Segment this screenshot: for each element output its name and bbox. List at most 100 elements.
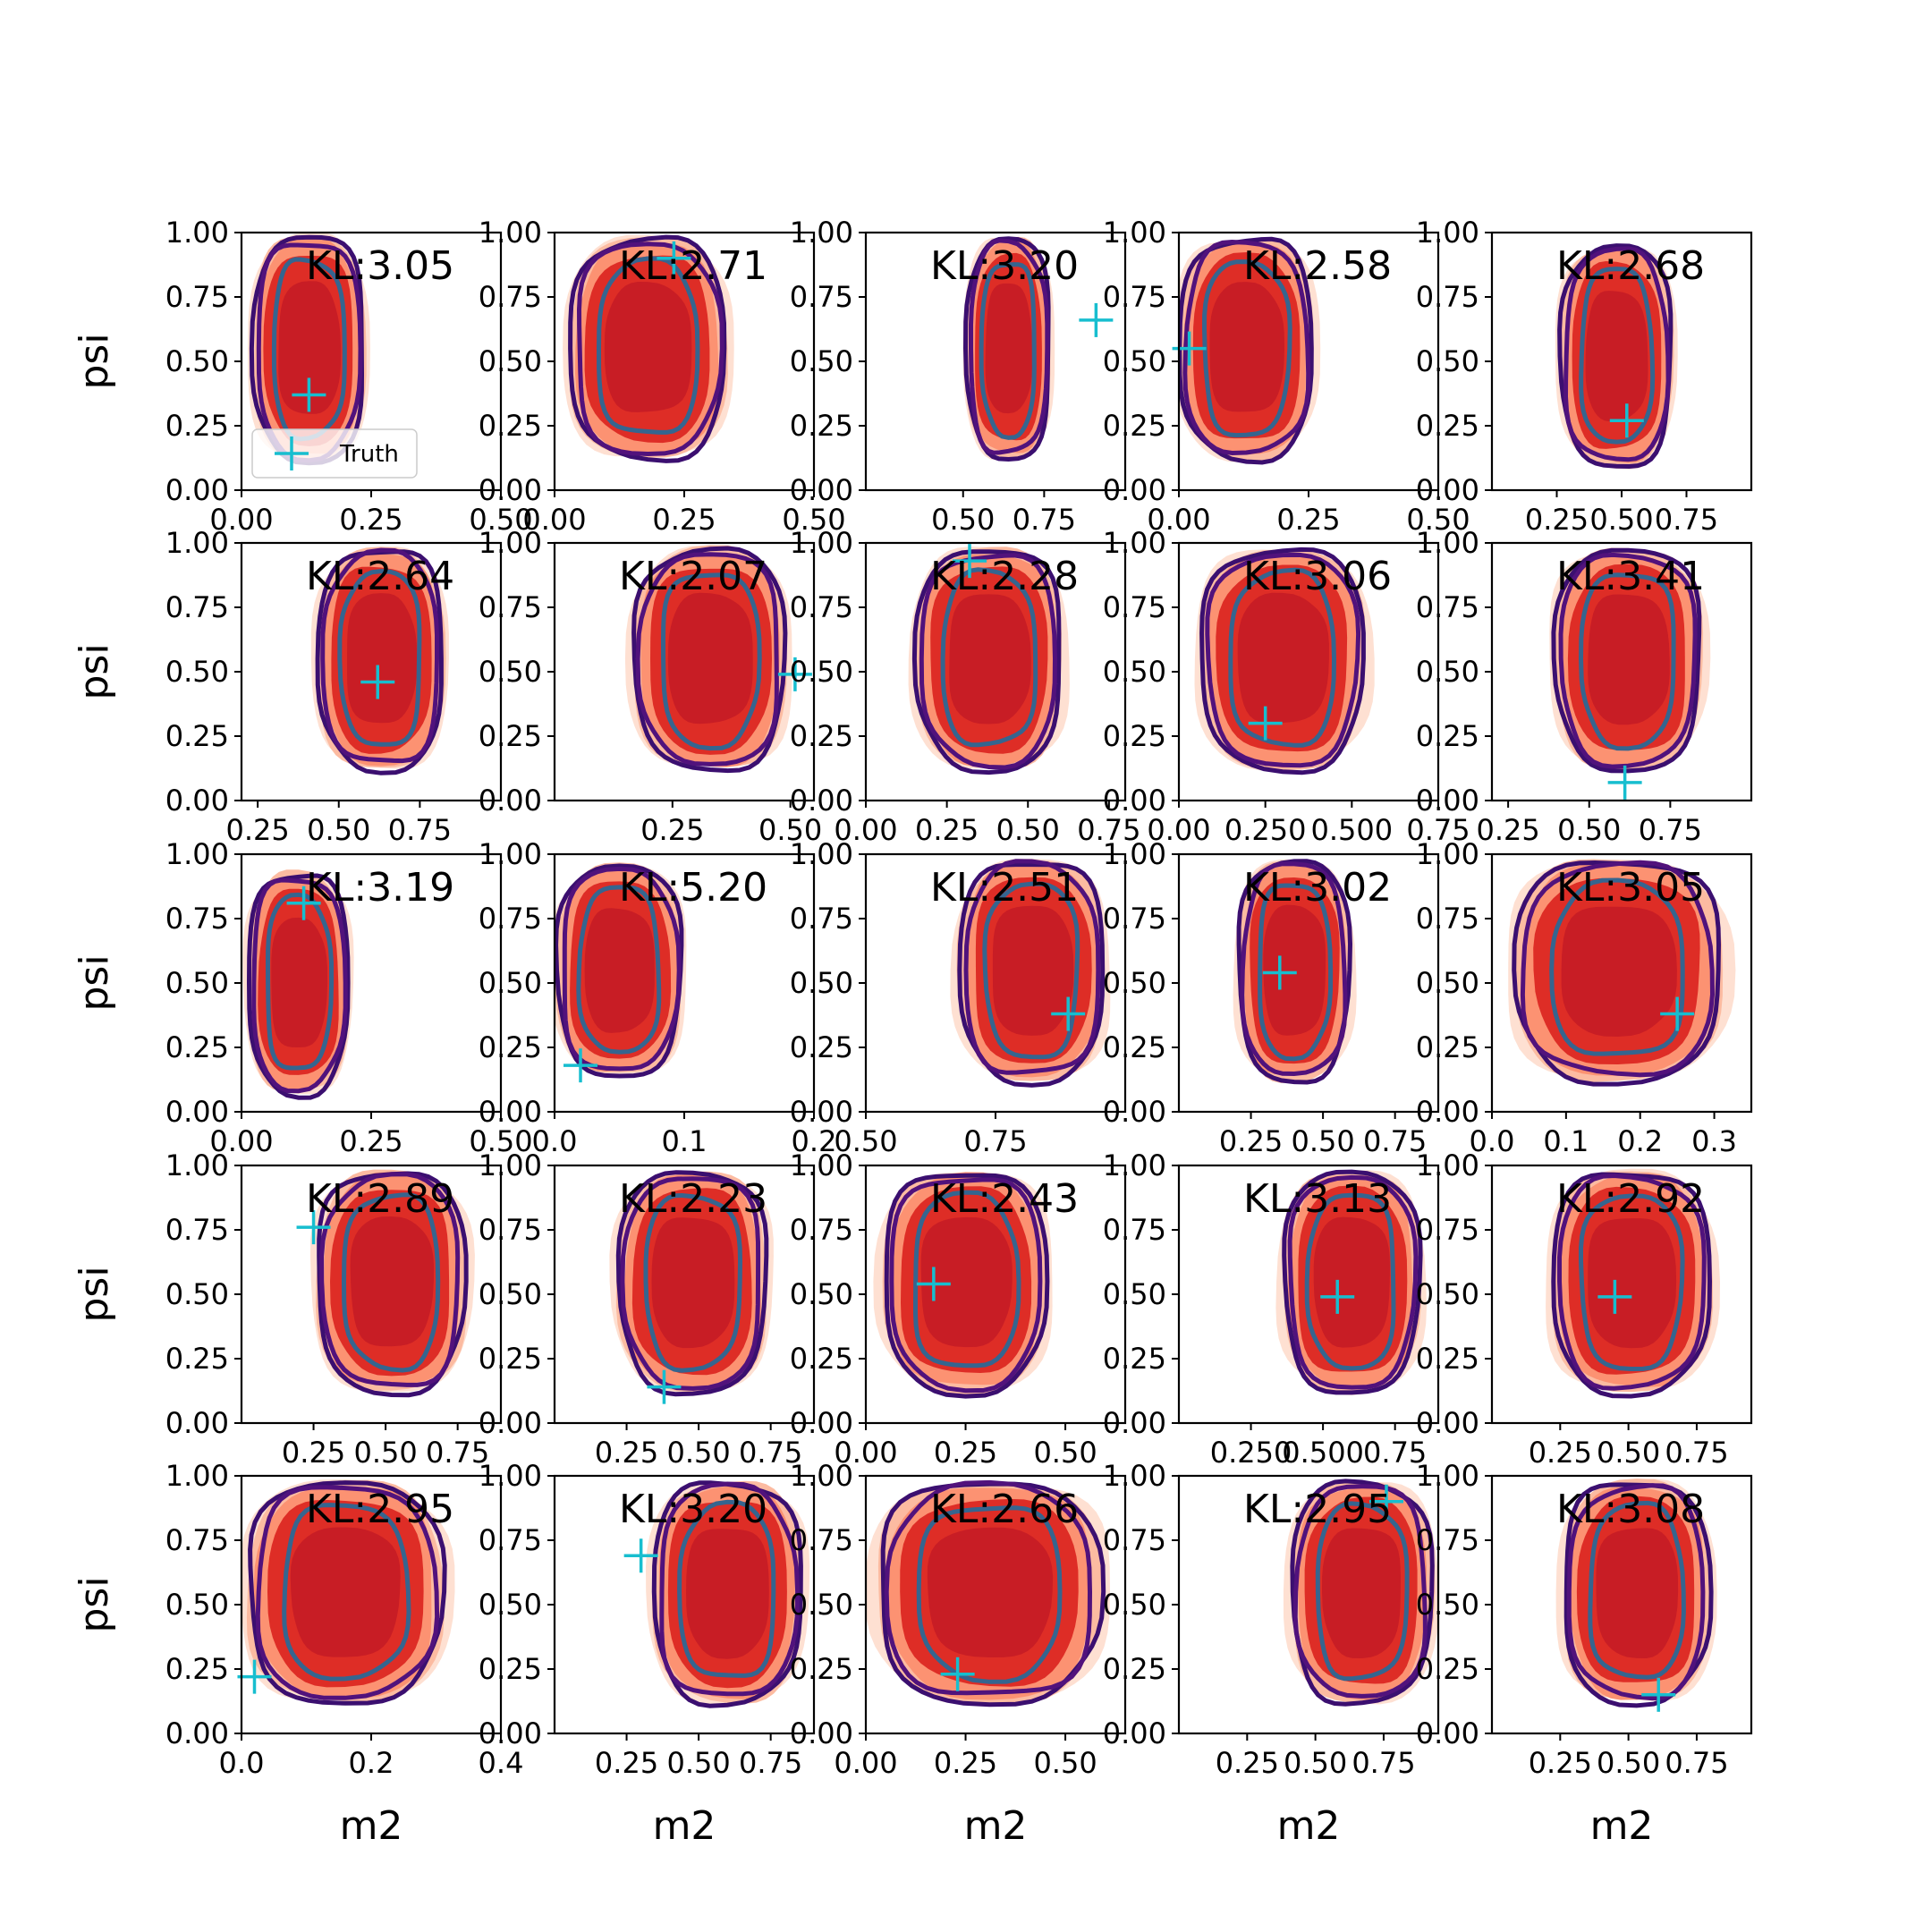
outer-contour xyxy=(315,549,444,775)
y-tick-label: 1.00 xyxy=(479,1459,542,1493)
y-tick-label: 1.00 xyxy=(1103,216,1166,250)
middle-contour xyxy=(919,553,1058,770)
density-layer xyxy=(1555,1479,1717,1708)
y-tick-label: 0.25 xyxy=(790,1030,853,1064)
y-tick-label: 0.50 xyxy=(479,655,542,689)
density-layer xyxy=(310,547,449,775)
density-fill-level-5 xyxy=(920,1216,1013,1348)
y-tick-label: 0.50 xyxy=(1416,344,1479,378)
inner-contour xyxy=(913,1190,1021,1368)
y-tick-label: 0.50 xyxy=(165,1277,229,1311)
kl-annotation: KL:2.43 xyxy=(930,1176,1079,1222)
x-tick-label: 0.50 xyxy=(1557,813,1621,847)
outer-contour xyxy=(884,1173,1050,1399)
x-tick-label: 0.500 xyxy=(1282,1436,1364,1470)
y-tick-label: 0.25 xyxy=(479,1342,542,1376)
y-tick-label: 1.00 xyxy=(1103,526,1166,560)
legend-box xyxy=(251,428,418,479)
y-tick-label: 1.00 xyxy=(790,216,853,250)
outer-contour xyxy=(568,234,727,463)
x-tick-label: 0.2 xyxy=(349,1746,394,1780)
density-layer xyxy=(950,859,1111,1088)
kl-annotation: KL:2.95 xyxy=(306,1487,454,1532)
panel-5-2: 0.000.250.500.751.000.25 0.50 0.75KL:3.20m… xyxy=(479,1459,816,1849)
middle-contour xyxy=(576,242,724,457)
density-fill-level-5 xyxy=(949,594,1031,724)
x-tick-label: 0.75 xyxy=(739,1436,802,1470)
x-tick-label: 0.75 xyxy=(1665,1436,1728,1470)
y-tick-label: 0.75 xyxy=(1416,590,1479,624)
y-tick-label: 0.50 xyxy=(790,1588,853,1622)
x-tick-label: 0.50 xyxy=(666,1746,730,1780)
kl-annotation: KL:2.51 xyxy=(930,865,1079,911)
truth-marker xyxy=(1320,1279,1355,1314)
truth-marker xyxy=(1660,996,1695,1031)
inner-contour xyxy=(982,881,1080,1060)
middle-contour xyxy=(659,1481,801,1697)
outer-contour xyxy=(555,863,684,1079)
y-tick-label: 0.25 xyxy=(1416,1030,1479,1064)
y-tick-label: 0.25 xyxy=(1416,1652,1479,1686)
middle-contour xyxy=(969,238,1050,455)
y-tick-label: 0.00 xyxy=(165,1406,229,1440)
y-tick-label: 0.50 xyxy=(1103,655,1166,689)
inner-contour xyxy=(940,567,1038,748)
density-fill-level-5 xyxy=(686,1529,769,1659)
density-layer xyxy=(1179,236,1321,465)
y-tick-label: 0.50 xyxy=(165,655,229,689)
x-tick-label: 0.25 xyxy=(339,1124,402,1158)
x-tick-label: 0.25 xyxy=(1219,1124,1283,1158)
y-tick-label: 0.25 xyxy=(165,719,229,753)
truth-marker xyxy=(286,886,321,920)
kl-annotation: KL:2.89 xyxy=(306,1176,454,1222)
x-tick-label: 0.1 xyxy=(1543,1124,1589,1158)
legend: Truth xyxy=(251,428,418,479)
y-tick-label: 1.00 xyxy=(1416,526,1479,560)
x-tick-label: 0.0 xyxy=(532,1124,578,1158)
density-fill-level-5 xyxy=(927,1527,1054,1657)
kl-annotation: KL:2.07 xyxy=(619,554,767,599)
x-tick-label: 0.50 xyxy=(307,813,370,847)
panel-4-1: 0.000.250.500.751.000.25 0.50 0.75KL:2.89p… xyxy=(72,1148,503,1470)
x-tick-label: 0.2 xyxy=(792,1124,837,1158)
density-layer xyxy=(624,545,792,774)
density-layer xyxy=(1549,547,1711,774)
middle-contour xyxy=(1287,1174,1419,1390)
y-tick-label: 0.50 xyxy=(790,344,853,378)
y-tick-label: 0.50 xyxy=(479,966,542,1000)
y-tick-label: 1.00 xyxy=(165,1459,229,1493)
outer-contour xyxy=(1551,547,1702,774)
plus-icon xyxy=(275,436,309,470)
y-tick-label: 0.00 xyxy=(790,1406,853,1440)
panel-3-3: 0.00 0.25 0.50 0.75 1.00 0.50 0.75 KL:2.51 xyxy=(790,837,1127,1158)
density-layer xyxy=(962,236,1055,462)
density-fill-level-5 xyxy=(1585,291,1648,422)
x-tick-label: 0.75 xyxy=(1363,1436,1427,1470)
y-tick-label: 0.75 xyxy=(1103,1523,1166,1557)
density-fill-level-5 xyxy=(604,282,692,412)
truth-marker xyxy=(292,377,326,412)
y-tick-label: 1.00 xyxy=(790,1459,853,1493)
y-tick-label: 0.75 xyxy=(1416,1213,1479,1247)
y-tick-label: 0.50 xyxy=(1416,1588,1479,1622)
density-layer xyxy=(242,1479,455,1706)
inner-contour xyxy=(341,1192,441,1373)
x-tick-label: 0.00 xyxy=(209,503,273,537)
x-tick-label: 0.75 xyxy=(388,813,452,847)
inner-contour xyxy=(916,1505,1063,1684)
y-tick-label: 0.00 xyxy=(165,473,229,507)
truth-marker xyxy=(657,241,691,275)
x-tick-label: 0.75 xyxy=(1655,503,1718,537)
panel-2-4: 0.00 0.25 0.50 0.75 1.00 0.00 0.250 0.500 0.75 KL… xyxy=(1103,526,1470,847)
truth-marker xyxy=(237,1659,272,1694)
x-tick-label: 0.500 xyxy=(1311,813,1394,847)
y-tick-label: 0.50 xyxy=(479,1588,542,1622)
truth-marker xyxy=(296,1210,331,1245)
y-tick-label: 0.25 xyxy=(165,409,229,443)
x-tick-label: 0.50 xyxy=(469,1124,532,1158)
kl-annotation: KL:2.92 xyxy=(1556,1176,1705,1222)
density-layer xyxy=(248,233,370,466)
inner-contour xyxy=(1258,883,1334,1062)
y-tick-label: 0.75 xyxy=(1103,590,1166,624)
